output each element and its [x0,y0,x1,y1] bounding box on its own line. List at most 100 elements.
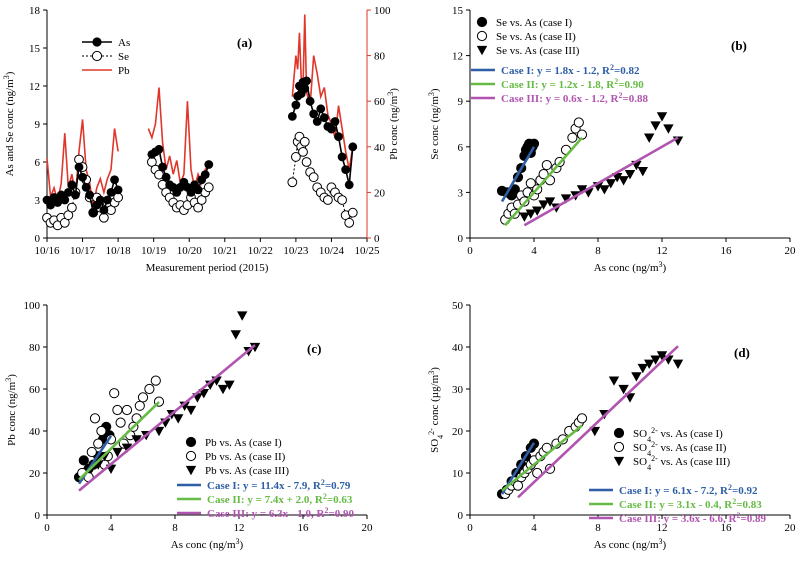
as-point [348,142,358,152]
panel-b-y-tick-label: 3 [458,187,464,199]
panel-b-equation: Case II: y = 1.2x - 1.8, R2=0.90 [501,77,644,92]
as-point [302,76,311,86]
legend-se-label: Se [118,51,129,63]
panel-c-point-case-III [185,405,197,416]
panel-c-legend-marker [185,465,197,476]
panel-a-x-title: Measurement period (2015) [146,262,269,274]
as-point [300,84,310,93]
panel-d-y-tick-label: 30 [452,384,464,396]
panel-b-fit-line-1 [500,146,536,203]
as-point [63,188,73,197]
panel-b-point-case-III [576,185,588,195]
as-point [305,96,315,106]
as-point [344,180,354,190]
as-point [99,205,109,215]
as-point [103,195,112,205]
panel-a-y2-tick-label: 100 [374,5,391,17]
panel-b-point-case-III [637,166,648,177]
panel-d-point-case-III [672,359,684,369]
legend-as-label: As [118,37,130,49]
panel-b-point-case-II [538,169,549,180]
panel-b-y-title: Se conc (ng/m3) [427,88,442,160]
panel-a-label: (a) [237,35,252,50]
as-point [334,132,343,142]
panel-a-x-tick-label: 10/23 [283,245,309,257]
panel-d-x-tick-label: 16 [721,522,733,534]
as-point [78,172,87,182]
panel-d-point-case-III [650,355,661,365]
as-point [186,188,196,197]
panel-a-x-tick-label: 10/21 [212,245,237,257]
panel-b-point-case-III [605,179,616,189]
panel-b-y-tick-label: 9 [458,96,464,108]
panel-c-point-case-II [96,425,107,437]
panel-d-equation: Case II: y = 3.1x - 0.4, R2=0.83 [619,497,762,512]
panel-c-point-case-III [198,389,209,399]
panel-d-x-tick-label: 12 [657,522,668,534]
panel-b-legend-marker [476,45,488,56]
as-point [319,113,329,123]
panel-b-y-tick-label: 0 [458,233,464,245]
panel-d-y-tick-label: 20 [452,426,464,438]
as-point [341,165,351,175]
panel-b-legend-marker [476,16,488,28]
panel-b-point-case-III [519,212,530,222]
as-point [67,180,77,190]
panel-d-point-case-II [512,480,524,491]
panel-a-y-tick-label: 9 [35,119,41,131]
se-point [301,157,312,167]
panel-c-equation: Case III: y = 6.3x - 1.0, R2=0.90 [207,506,355,521]
se-point [347,207,358,218]
panel-d-y-tick-label: 50 [452,300,464,312]
panel-c-point-case-III [121,443,133,453]
panel-b-point-case-III [560,194,572,204]
se-point [337,195,348,205]
panel-d-point-case-III [637,363,648,374]
panel-b-point-case-III [650,121,661,131]
panel-c-point-case-III [112,447,123,458]
panel-c-y-title: Pb conc (ng/m3) [4,374,19,446]
panel-b-x-tick-label: 12 [657,245,668,257]
panel-c-point-case-III [230,330,241,340]
panel-b-legend-label: Se vs. As (case III) [496,45,580,57]
panel-b-x-tick-label: 20 [785,245,797,257]
se-point [203,182,214,193]
panel-c-x-tick-label: 8 [172,522,178,534]
as-point [71,190,80,200]
as-point [291,100,301,110]
panel-b-legend-marker [476,30,488,42]
panel-c-point-case-III [131,435,142,445]
panel-c-fit-line-2 [78,401,160,481]
panel-a-x-tick-label: 10/22 [248,245,273,257]
as-point [154,144,164,154]
panel-d-label: (d) [734,345,750,360]
se-point [98,212,109,223]
panel-d-x-tick-label: 4 [531,522,537,534]
panel-c-equation: Case II: y = 7.4x + 2.0, R2=0.63 [207,492,353,507]
as-point [110,175,119,185]
se-point [298,146,308,157]
panel-d-point-case-II [576,413,588,424]
panel-c-fit-line-3 [78,344,256,492]
panel-c-point-case-III [237,311,248,321]
as-point [81,182,91,192]
panel-a-x-tick-label: 10/19 [141,245,167,257]
as-point [85,190,95,200]
as-point [161,172,171,182]
panel-a-x-tick-label: 10/20 [177,245,203,257]
panel-c-point-case-I [78,455,89,466]
panel-b-fit-line-2 [504,136,583,227]
panel-b-point-case-II [573,117,584,128]
panel-b-point-case-III [656,112,668,122]
panel-d-x-tick-label: 0 [467,522,473,534]
panel-b-x-tick-label: 4 [531,245,537,257]
se-point [322,195,333,205]
panel-b-equation: Case I: y = 1.8x - 1.2, R2=0.82 [501,63,640,78]
panel-c-point-case-II [112,404,123,416]
panel-c-x-tick-label: 16 [298,522,310,534]
panel-a-y2-tick-label: 40 [374,142,386,154]
panel-d-y-title: SO42- conc (µg/m3) [427,367,445,453]
panel-a-y-tick-label: 3 [35,195,41,207]
panel-c-point-case-III [217,384,229,395]
panel-b-point-case-III [544,197,556,207]
